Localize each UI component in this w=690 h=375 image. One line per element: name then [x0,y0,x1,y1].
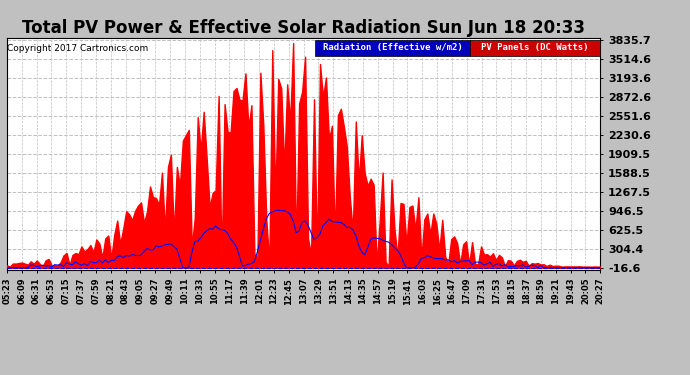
Text: Copyright 2017 Cartronics.com: Copyright 2017 Cartronics.com [8,45,149,54]
Title: Total PV Power & Effective Solar Radiation Sun Jun 18 20:33: Total PV Power & Effective Solar Radiati… [22,20,585,38]
FancyBboxPatch shape [315,40,470,56]
Text: PV Panels (DC Watts): PV Panels (DC Watts) [482,44,589,52]
FancyBboxPatch shape [470,40,600,56]
Text: Radiation (Effective w/m2): Radiation (Effective w/m2) [323,44,462,52]
